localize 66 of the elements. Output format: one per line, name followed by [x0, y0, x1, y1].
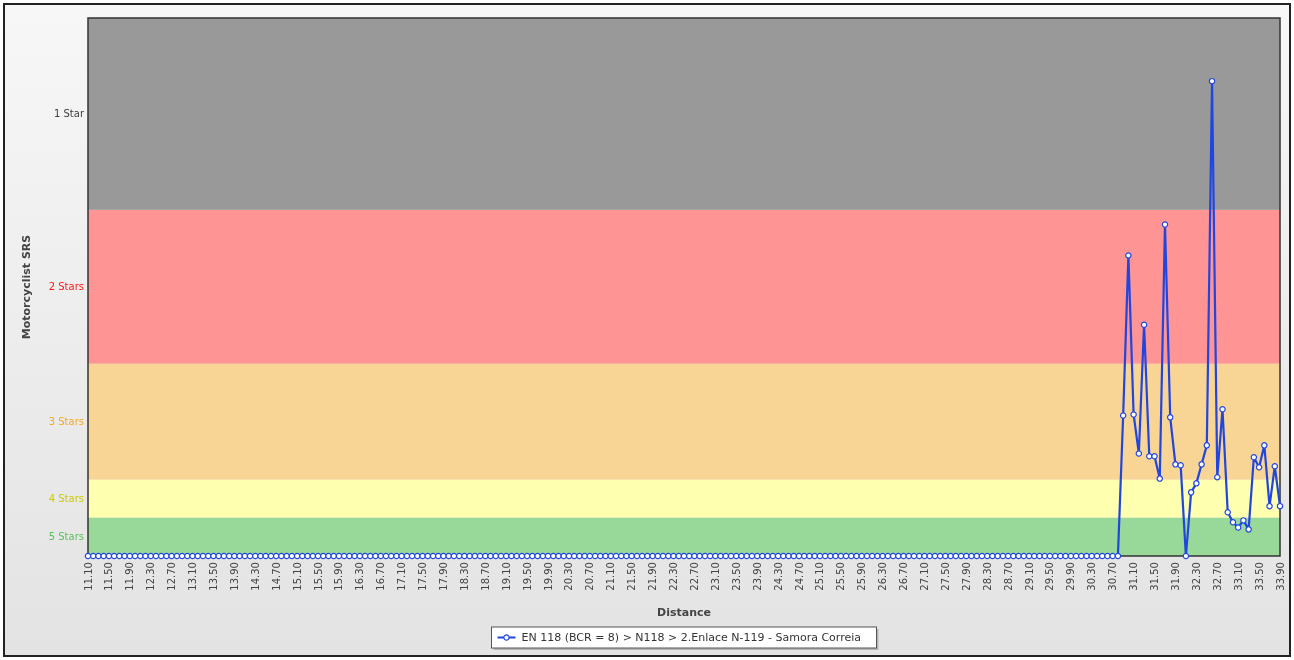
x-tick-label: 11.50 [103, 562, 115, 591]
x-tick-label: 17.10 [396, 562, 408, 591]
x-tick-label: 26.70 [898, 562, 910, 591]
x-tick-label: 28.30 [981, 562, 993, 591]
x-tick-label: 29.90 [1065, 562, 1077, 591]
y-axis-title: Motorcyclist SRS [20, 234, 33, 340]
x-tick-label: 32.70 [1211, 562, 1223, 591]
x-tick-label: 18.30 [458, 562, 470, 591]
band-label: 4 Stars [48, 493, 84, 505]
x-tick-label: 20.30 [563, 562, 575, 591]
x-tick-label: 17.90 [438, 562, 450, 591]
x-tick-label: 29.10 [1023, 562, 1035, 591]
x-tick-label: 15.50 [312, 562, 324, 591]
x-tick-label: 33.10 [1232, 562, 1244, 591]
x-tick-label: 17.50 [417, 562, 429, 591]
x-tick-label: 29.50 [1044, 562, 1056, 591]
x-tick-label: 16.70 [375, 562, 387, 591]
legend-label: EN 118 (BCR = 8) > N118 > 2.Enlace N-119 - Samora Correia [521, 631, 861, 645]
x-tick-label: 13.50 [207, 562, 219, 591]
x-tick-label: 21.50 [626, 562, 638, 591]
x-axis-title: Distance [657, 606, 711, 619]
x-tick-label: 23.90 [751, 562, 763, 591]
x-tick-label: 27.90 [960, 562, 972, 591]
x-tick-label: 14.70 [270, 562, 282, 591]
x-tick-label: 33.50 [1253, 562, 1265, 591]
x-tick-label: 12.70 [166, 562, 178, 591]
x-tick-label: 24.30 [772, 562, 784, 591]
x-tick-label: 12.30 [145, 562, 157, 591]
x-tick-label: 33.90 [1274, 562, 1286, 591]
x-tick-label: 30.70 [1107, 562, 1119, 591]
x-tick-label: 15.10 [291, 562, 303, 591]
x-tick-label: 31.90 [1169, 562, 1181, 591]
x-tick-label: 32.30 [1190, 562, 1202, 591]
x-tick-label: 13.90 [228, 562, 240, 591]
x-tick-label: 21.90 [647, 562, 659, 591]
x-tick-label: 22.70 [688, 562, 700, 591]
x-tick-label: 11.10 [82, 562, 94, 591]
x-tick-label: 13.10 [187, 562, 199, 591]
band-label: 1 Star [53, 108, 85, 120]
band-label: 3 Stars [48, 416, 84, 428]
x-tick-label: 20.70 [584, 562, 596, 591]
band-label: 5 Stars [48, 531, 84, 543]
x-tick-label: 23.50 [730, 562, 742, 591]
x-tick-label: 16.30 [354, 562, 366, 591]
x-tick-label: 19.10 [500, 562, 512, 591]
x-tick-label: 24.70 [793, 562, 805, 591]
x-tick-label: 26.30 [877, 562, 889, 591]
x-tick-label: 14.30 [249, 562, 261, 591]
x-tick-label: 28.70 [1002, 562, 1014, 591]
x-tick-label: 23.10 [709, 562, 721, 591]
x-tick-label: 22.30 [668, 562, 680, 591]
x-tick-label: 18.70 [479, 562, 491, 591]
x-tick-label: 25.10 [814, 562, 826, 591]
x-tick-label: 31.10 [1128, 562, 1140, 591]
band-label: 2 Stars [48, 281, 84, 293]
x-tick-label: 19.50 [521, 562, 533, 591]
x-tick-label: 19.90 [542, 562, 554, 591]
x-tick-label: 27.10 [918, 562, 930, 591]
x-tick-label: 30.30 [1086, 562, 1098, 591]
x-tick-label: 21.10 [605, 562, 617, 591]
x-tick-label: 25.90 [856, 562, 868, 591]
x-tick-label: 25.50 [835, 562, 847, 591]
x-tick-label: 31.50 [1149, 562, 1161, 591]
x-tick-label: 15.90 [333, 562, 345, 591]
x-tick-label: 27.50 [939, 562, 951, 591]
x-tick-label: 11.90 [124, 562, 136, 591]
